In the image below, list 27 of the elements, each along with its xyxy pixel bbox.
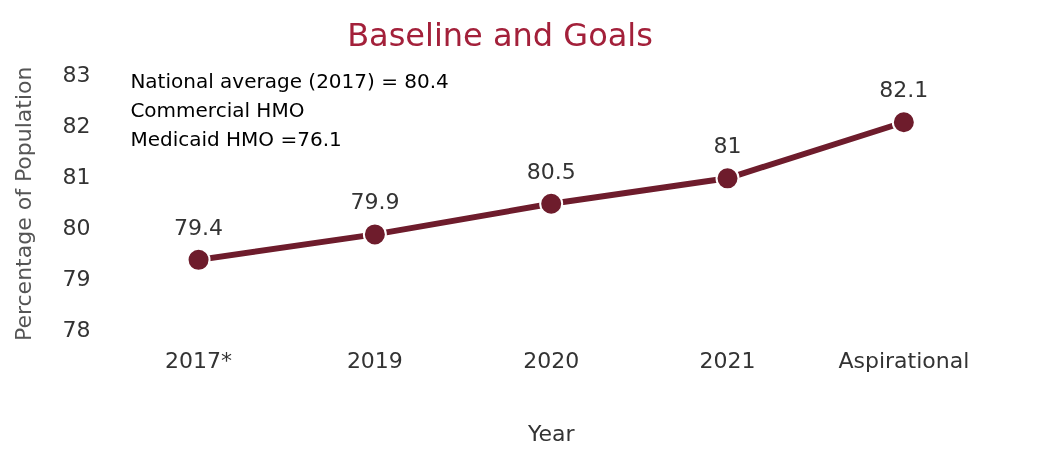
y-tick-label: 82 (62, 113, 91, 139)
annotation: National average (2017) = 80.4 (130, 68, 449, 93)
chart-title: Baseline and Goals (347, 15, 653, 54)
x-axis-title: Year (526, 420, 576, 446)
point (186, 247, 211, 272)
point (362, 222, 387, 247)
point (539, 191, 564, 216)
annotation: Commercial HMO (130, 97, 305, 122)
data-label: 79.4 (174, 214, 224, 240)
annotation: Medicaid HMO =76.1 (130, 126, 342, 151)
y-tick-label: 81 (62, 164, 91, 190)
y-axis-title: Percentage of Population (10, 66, 36, 342)
y-tick-label: 79 (62, 265, 91, 291)
point (715, 166, 740, 191)
x-tick-label: 2021 (699, 348, 756, 374)
y-tick-label: 80 (62, 215, 91, 240)
x-tick-label: 2017* (165, 348, 233, 374)
data-label: 80.5 (526, 158, 576, 184)
point (891, 110, 916, 135)
data-label: 82.1 (879, 76, 929, 102)
data-label: 81 (713, 133, 742, 159)
x-tick-label: Aspirational (838, 348, 970, 374)
data-label: 79.9 (350, 189, 400, 215)
y-tick-label: 83 (62, 62, 91, 88)
x-tick-label: 2019 (346, 348, 403, 374)
y-tick-label: 78 (62, 316, 91, 342)
x-tick-label: 2020 (523, 348, 580, 374)
